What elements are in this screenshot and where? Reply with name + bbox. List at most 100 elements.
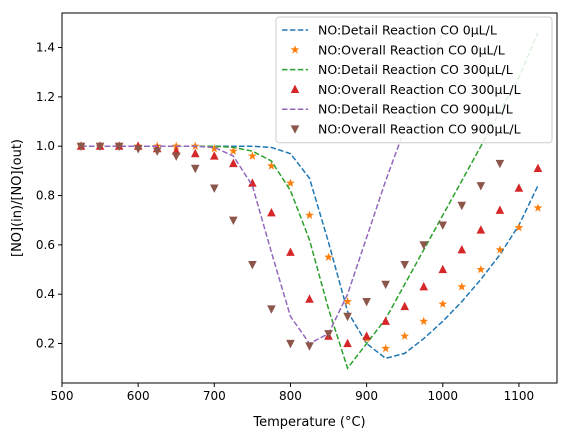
data-point — [400, 301, 409, 311]
data-point — [457, 245, 467, 254]
data-point — [286, 339, 295, 349]
data-point — [438, 221, 448, 230]
data-point — [343, 297, 352, 306]
data-point — [495, 205, 505, 214]
x-tick-label: 900 — [355, 389, 378, 403]
data-point — [381, 343, 391, 353]
data-point — [286, 247, 295, 256]
data-point — [476, 182, 486, 191]
series-2 — [76, 141, 543, 353]
y-tick-label: 0.4 — [36, 287, 55, 301]
data-point — [152, 147, 162, 156]
data-point — [229, 158, 238, 168]
data-point — [114, 142, 124, 151]
data-point — [533, 163, 543, 172]
legend-swatch — [290, 84, 300, 93]
y-axis-label: [NO](in)/[NO](out) — [10, 139, 25, 257]
data-point — [343, 338, 352, 348]
y-tick-label: 1.0 — [36, 139, 55, 153]
data-point — [305, 210, 314, 219]
data-point — [514, 183, 524, 192]
data-point — [190, 148, 200, 158]
legend-item: NO:Detail Reaction CO 300μL/L — [282, 62, 513, 77]
data-point — [267, 161, 276, 170]
y-tick-label: 0.2 — [36, 337, 55, 351]
y-tick-label: 0.6 — [36, 238, 55, 252]
x-tick-label: 1100 — [504, 389, 535, 403]
data-point — [419, 241, 429, 250]
data-point — [457, 282, 467, 291]
data-point — [76, 142, 86, 151]
x-axis-label: Temperature (°C) — [252, 415, 365, 430]
x-tick-label: 700 — [203, 389, 226, 403]
data-point — [267, 208, 276, 217]
legend-label: NO:Detail Reaction CO 300μL/L — [318, 62, 513, 77]
data-point — [95, 142, 105, 151]
legend-label: NO:Overall Reaction CO 300μL/L — [318, 82, 521, 97]
data-point — [419, 282, 429, 291]
x-tick-label: 800 — [279, 389, 302, 403]
data-point — [438, 264, 448, 274]
data-point — [171, 152, 181, 161]
plot-area — [76, 32, 543, 370]
y-tick-label: 0.8 — [36, 189, 55, 203]
x-tick-label: 500 — [51, 389, 74, 403]
data-point — [400, 331, 410, 340]
legend-swatch — [290, 125, 300, 134]
data-point — [400, 261, 409, 270]
x-axis-ticks: 500 600 700 800 900 1000 1100 — [51, 383, 535, 403]
data-point — [248, 151, 257, 160]
data-point — [229, 216, 238, 225]
data-point — [248, 261, 257, 270]
legend: NO:Detail Reaction CO 0μL/L NO:Overall Re… — [275, 16, 553, 144]
data-point — [190, 164, 200, 174]
data-point — [343, 312, 352, 322]
data-point — [438, 299, 448, 308]
series-line — [81, 145, 539, 360]
data-point — [362, 331, 371, 340]
legend-label: NO:Overall Reaction CO 0μL/L — [318, 42, 505, 57]
plot-frame — [61, 12, 558, 384]
x-tick-label: 600 — [127, 389, 150, 403]
legend-box — [275, 16, 553, 144]
data-point — [209, 144, 219, 153]
data-point — [133, 145, 143, 154]
y-tick-label: 1.2 — [36, 90, 55, 104]
data-point — [305, 294, 314, 303]
data-point — [305, 342, 314, 351]
data-point — [248, 178, 257, 187]
data-point — [228, 146, 238, 155]
data-point — [210, 184, 219, 193]
data-point — [362, 298, 371, 307]
legend-item: NO:Overall Reaction CO 300μL/L — [290, 82, 521, 97]
series-4 — [76, 141, 543, 348]
y-axis-ticks: 0.2 0.4 0.6 0.8 1.0 1.2 1.4 — [36, 41, 62, 351]
data-point — [324, 330, 333, 339]
data-point — [286, 178, 295, 187]
data-point — [495, 245, 505, 254]
legend-swatch — [290, 45, 300, 54]
data-point — [324, 252, 333, 261]
legend-item: NO:Detail Reaction CO 0μL/L — [282, 23, 497, 38]
data-point — [381, 316, 390, 325]
legend-item: NO:Detail Reaction CO 900μL/L — [282, 102, 513, 117]
data-point — [495, 159, 505, 169]
series-1 — [81, 145, 539, 360]
data-point — [381, 280, 390, 290]
data-point — [476, 264, 486, 274]
y-tick-label: 1.4 — [36, 41, 55, 55]
legend-item: NO:Overall Reaction CO 0μL/L — [290, 42, 505, 57]
data-point — [476, 225, 486, 234]
data-point — [533, 203, 543, 212]
legend-label: NO:Overall Reaction CO 900μL/L — [318, 122, 521, 137]
legend-label: NO:Detail Reaction CO 900μL/L — [318, 102, 513, 117]
data-point — [457, 201, 467, 211]
x-tick-label: 1000 — [427, 389, 458, 403]
legend-item: NO:Overall Reaction CO 900μL/L — [290, 122, 521, 137]
legend-label: NO:Detail Reaction CO 0μL/L — [318, 23, 497, 38]
data-point — [267, 305, 276, 314]
data-point — [514, 223, 524, 232]
series-6 — [76, 142, 505, 351]
data-point — [419, 316, 429, 326]
